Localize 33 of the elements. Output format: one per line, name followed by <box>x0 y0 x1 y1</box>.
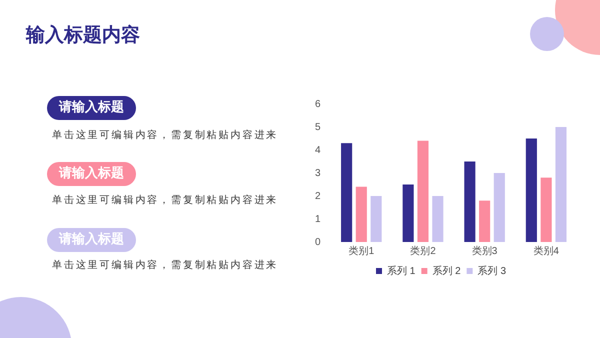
bar <box>370 196 382 242</box>
y-tick-label: 1 <box>315 214 321 225</box>
y-tick-label: 4 <box>315 144 321 156</box>
y-tick-label: 0 <box>315 236 321 248</box>
text: 单击这里可编辑内容，需复制粘贴内容进来 <box>52 258 278 272</box>
bar <box>356 186 367 242</box>
x-tick-label: 类别3 <box>472 244 498 257</box>
bar <box>402 184 414 242</box>
bar <box>417 140 429 242</box>
text: 请输入标题 <box>47 228 136 252</box>
legend-label: 系列 3 <box>478 264 506 277</box>
text: 请输入标题 <box>47 162 136 186</box>
text: 单击这里可编辑内容，需复制粘贴内容进来 <box>52 194 278 207</box>
legend-label: 系列 2 <box>432 264 462 277</box>
bar <box>464 162 476 242</box>
x-tick-label: 类别2 <box>410 244 436 257</box>
y-tick-label: 6 <box>315 98 321 110</box>
y-tick-label: 5 <box>315 122 321 133</box>
bar <box>432 196 444 242</box>
bar <box>494 173 505 242</box>
bar <box>341 143 352 242</box>
legend-label: 系列 1 <box>386 264 416 277</box>
bar <box>526 138 537 242</box>
text: 输入标题内容 <box>26 23 140 48</box>
y-tick-label: 3 <box>315 168 321 179</box>
x-tick-label: 类别4 <box>533 244 560 257</box>
text: 单击这里可编辑内容，需复制粘贴内容进来 <box>52 128 278 142</box>
bar <box>555 127 567 242</box>
text: 请输入标题 <box>47 96 136 120</box>
y-tick-label: 2 <box>315 190 321 202</box>
x-tick-label: 类别1 <box>348 244 375 257</box>
bar <box>479 200 490 242</box>
bar <box>540 178 552 242</box>
